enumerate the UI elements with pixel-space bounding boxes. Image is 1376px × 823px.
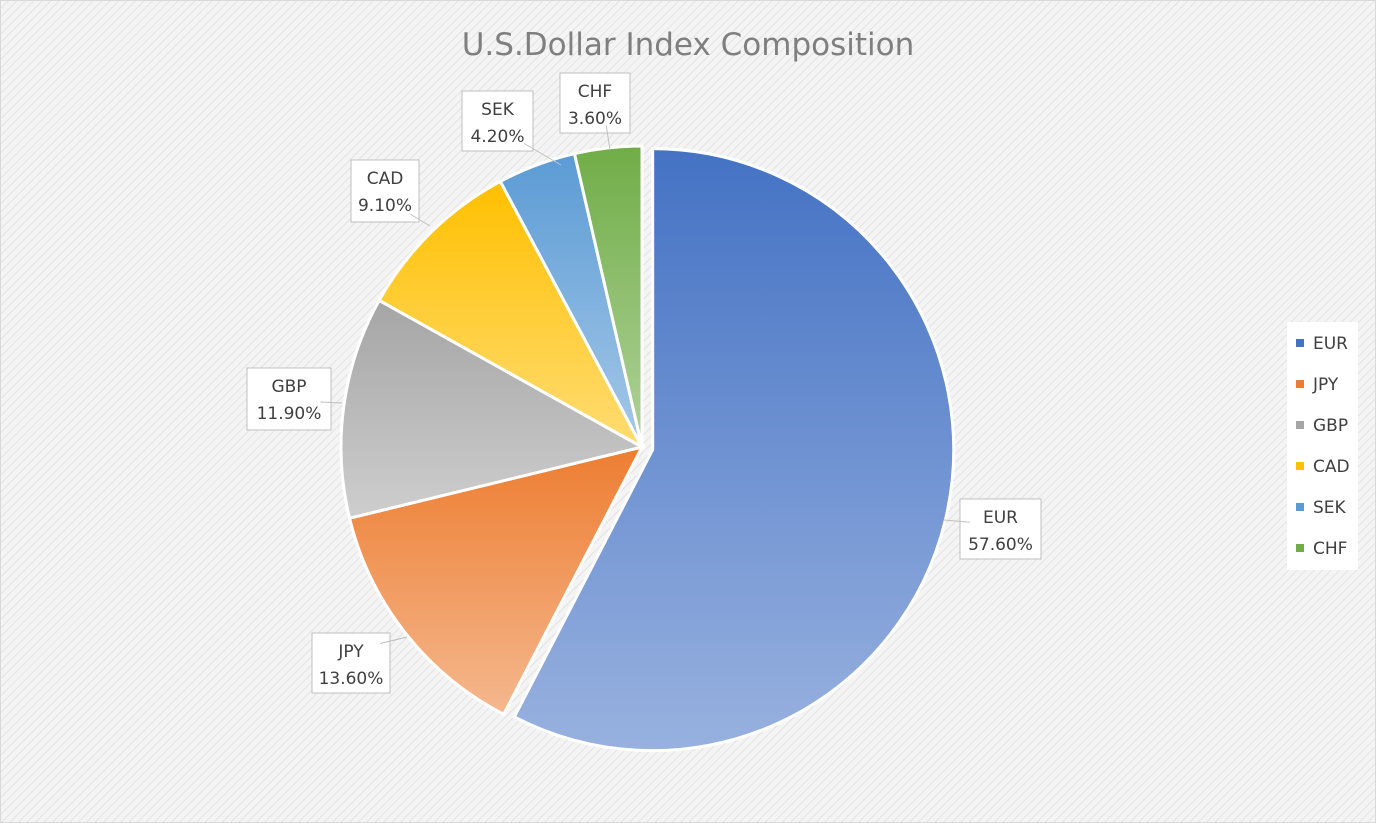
data-label-eur: EUR 57.60% bbox=[943, 498, 1042, 560]
data-label-leader bbox=[380, 636, 408, 644]
data-label-leader bbox=[320, 401, 343, 404]
legend-item-eur[interactable]: EUR bbox=[1296, 334, 1348, 354]
data-label-category: CHF bbox=[578, 82, 612, 102]
data-label-leader bbox=[605, 125, 611, 151]
data-label-category: CAD bbox=[367, 169, 404, 189]
data-label-gbp: GBP 11.90% bbox=[246, 367, 343, 431]
legend-swatch bbox=[1296, 421, 1304, 429]
legend-swatch bbox=[1296, 462, 1304, 470]
data-label-sek: SEK 4.20% bbox=[461, 90, 562, 166]
data-label-value: 3.60% bbox=[568, 109, 622, 129]
legend-box bbox=[1287, 322, 1358, 570]
data-label-cad: CAD 9.10% bbox=[350, 159, 431, 227]
pie-slice-cad[interactable] bbox=[377, 179, 646, 451]
legend-item-sek[interactable]: SEK bbox=[1296, 498, 1347, 518]
chart-title: U.S.Dollar Index Composition bbox=[462, 27, 915, 63]
data-label-leader bbox=[410, 213, 431, 227]
data-label-jpy: JPY 13.60% bbox=[311, 632, 408, 694]
data-label-category: JPY bbox=[337, 642, 364, 662]
legend-label: GBP bbox=[1313, 416, 1348, 436]
data-label-value: 57.60% bbox=[968, 535, 1033, 555]
legend-label: CHF bbox=[1313, 539, 1347, 559]
data-label-value: 9.10% bbox=[358, 196, 412, 216]
callouts-layer: EUR 57.60% JPY 13.60% GBP 11.90% CAD 9.10% SEK 4.… bbox=[246, 72, 1042, 694]
legend-item-chf[interactable]: CHF bbox=[1296, 539, 1347, 559]
data-label-box bbox=[461, 90, 534, 152]
data-label-leader bbox=[523, 143, 562, 166]
legend-item-jpy[interactable]: JPY bbox=[1296, 375, 1339, 395]
legend-label: JPY bbox=[1312, 375, 1339, 395]
legend-label: CAD bbox=[1313, 457, 1350, 477]
legend-item-cad[interactable]: CAD bbox=[1296, 457, 1350, 477]
legend[interactable]: EUR JPY GBP CAD SEK CHF bbox=[1287, 322, 1358, 570]
pie-slice-eur[interactable] bbox=[512, 147, 956, 753]
pie-slice-chf[interactable] bbox=[572, 144, 644, 448]
legend-label: SEK bbox=[1313, 498, 1347, 518]
legend-label: EUR bbox=[1313, 334, 1348, 354]
pie-slice-gbp[interactable] bbox=[339, 298, 647, 520]
legend-item-gbp[interactable]: GBP bbox=[1296, 416, 1348, 436]
legend-swatch bbox=[1296, 544, 1304, 552]
data-label-box bbox=[559, 72, 631, 134]
data-label-value: 11.90% bbox=[257, 404, 322, 424]
data-label-leader bbox=[943, 519, 971, 523]
legend-swatch bbox=[1296, 503, 1304, 511]
legend-swatch bbox=[1296, 339, 1304, 347]
legend-swatch bbox=[1296, 380, 1304, 388]
data-label-box bbox=[246, 367, 332, 431]
data-label-box bbox=[311, 632, 391, 694]
data-label-box bbox=[959, 498, 1042, 560]
data-label-value: 13.60% bbox=[319, 669, 384, 689]
data-label-box bbox=[350, 159, 420, 223]
pie-slice-jpy[interactable] bbox=[347, 444, 645, 717]
data-label-category: EUR bbox=[983, 508, 1018, 528]
data-label-value: 4.20% bbox=[470, 127, 524, 147]
data-label-chf: CHF 3.60% bbox=[559, 72, 631, 151]
data-label-category: GBP bbox=[271, 377, 306, 397]
data-label-category: SEK bbox=[481, 100, 515, 120]
slices-layer bbox=[339, 144, 956, 753]
